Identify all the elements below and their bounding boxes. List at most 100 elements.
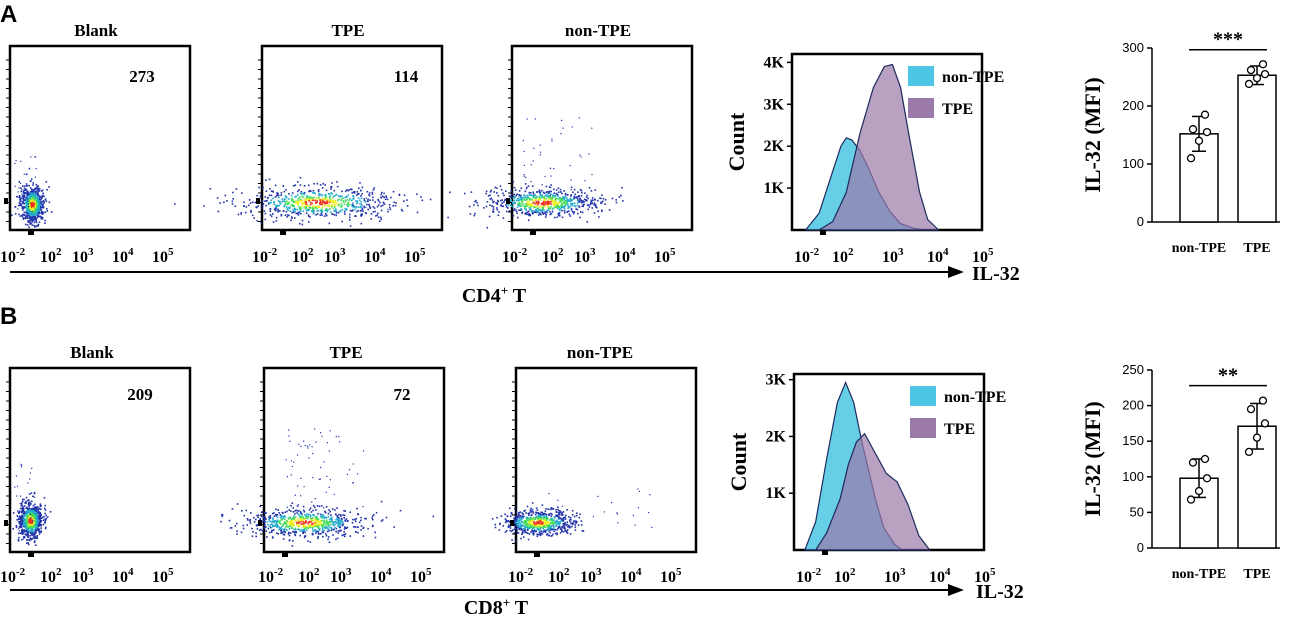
flow-event	[326, 198, 328, 200]
flow-event	[300, 495, 302, 497]
flow-event	[539, 513, 541, 515]
flow-event	[216, 197, 219, 199]
flow-event	[566, 530, 568, 532]
flow-event	[564, 192, 567, 195]
flow-event	[28, 226, 30, 229]
flow-event	[276, 516, 279, 519]
flow-event	[270, 531, 273, 533]
flow-event	[309, 198, 312, 200]
flow-event	[554, 200, 557, 203]
flow-event	[554, 206, 557, 208]
flow-event	[332, 201, 335, 203]
flow-event	[300, 200, 302, 203]
flow-event	[310, 523, 313, 526]
flow-event	[558, 208, 560, 211]
flow-event	[306, 513, 308, 515]
flow-event	[364, 201, 367, 203]
flow-event	[314, 498, 316, 500]
x-tick-label: 10-2	[502, 246, 528, 266]
flow-event	[29, 527, 31, 530]
flow-event	[30, 188, 33, 191]
flow-event	[385, 195, 387, 197]
flow-event	[22, 196, 24, 198]
x-origin-mark	[28, 552, 34, 557]
flow-event	[281, 531, 283, 534]
flow-event	[320, 208, 323, 211]
flow-event	[360, 201, 362, 203]
flow-event	[22, 213, 25, 216]
flow-event	[522, 536, 525, 538]
flow-event	[525, 199, 527, 201]
flow-event	[273, 203, 276, 205]
flow-event	[561, 529, 563, 531]
flow-event	[23, 189, 26, 192]
flow-event	[300, 515, 303, 518]
flow-event	[39, 207, 41, 210]
flow-event	[21, 206, 24, 208]
y-origin-mark	[4, 198, 8, 204]
flow-event	[302, 528, 305, 531]
flow-event	[20, 529, 23, 532]
flow-event	[349, 188, 352, 190]
flow-event	[504, 518, 507, 520]
flow-event	[40, 215, 42, 218]
flow-event	[33, 225, 36, 227]
flow-event	[315, 516, 317, 519]
flow-event	[567, 210, 570, 212]
panel-b-plot2-gate-count: 72	[394, 385, 411, 404]
flow-event	[338, 518, 341, 520]
flow-event	[32, 208, 35, 211]
flow-event	[46, 516, 49, 518]
flow-event	[526, 518, 528, 521]
flow-event	[288, 435, 290, 437]
flow-event	[574, 526, 577, 529]
flow-event	[33, 201, 36, 203]
flow-event	[594, 198, 596, 201]
flow-event	[541, 194, 543, 196]
flow-event	[315, 525, 317, 528]
flow-event	[534, 529, 537, 532]
flow-event	[539, 197, 541, 199]
flow-event	[368, 203, 370, 206]
flow-event	[295, 212, 297, 215]
flow-event	[544, 201, 546, 204]
flow-event	[287, 203, 289, 206]
flow-event	[520, 537, 522, 540]
flow-event	[35, 529, 37, 531]
flow-event	[231, 508, 234, 510]
flow-event	[338, 195, 340, 197]
flow-event	[561, 519, 564, 521]
flow-event	[552, 519, 555, 522]
flow-event	[244, 211, 247, 214]
histogram-x-tick-label: 10-2	[794, 246, 820, 266]
flow-event	[526, 525, 529, 527]
flow-event	[374, 531, 376, 534]
flow-event	[556, 207, 559, 209]
flow-event	[593, 212, 596, 214]
flow-event	[557, 526, 560, 528]
flow-event	[517, 532, 520, 534]
flow-event	[34, 190, 37, 193]
flow-event	[293, 211, 295, 214]
flow-event	[522, 140, 524, 142]
flow-event	[29, 211, 31, 213]
flow-event	[297, 519, 299, 522]
flow-event	[40, 530, 43, 532]
flow-event	[486, 226, 489, 229]
flow-event	[320, 209, 322, 212]
flow-event	[570, 204, 572, 206]
flow-event	[26, 521, 28, 523]
flow-event	[319, 533, 322, 535]
flow-event	[522, 531, 524, 534]
flow-event	[352, 463, 354, 465]
flow-event	[555, 197, 557, 200]
flow-event	[542, 518, 545, 520]
x-tick-label: 105	[152, 566, 174, 586]
flow-event	[355, 206, 358, 209]
flow-event	[20, 504, 23, 507]
flow-event	[541, 211, 544, 213]
flow-event	[39, 511, 41, 514]
flow-event	[31, 219, 33, 222]
panel-b-plot1-density	[4, 381, 52, 557]
flow-event	[48, 201, 51, 204]
